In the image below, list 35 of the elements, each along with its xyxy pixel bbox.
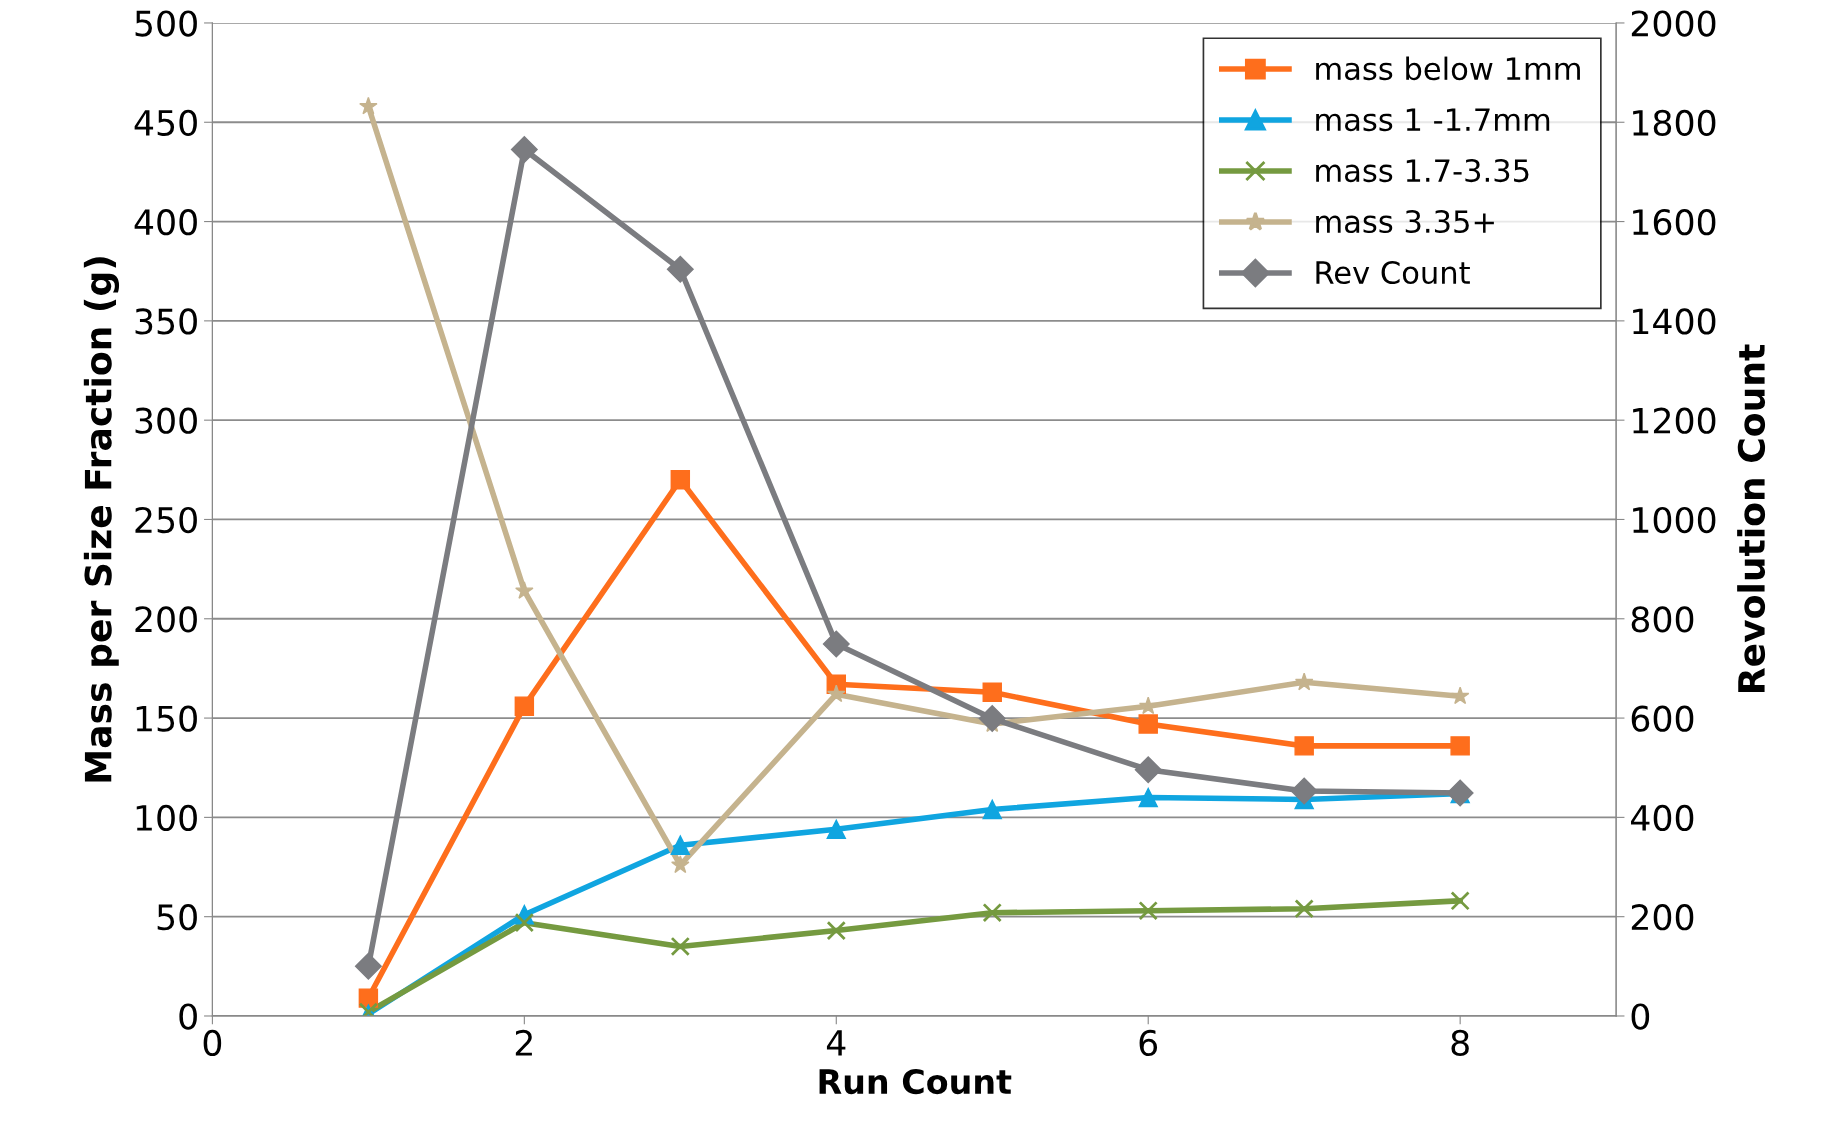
y2-axis-title: Revolution Count bbox=[1737, 344, 1766, 692]
x-tick-label: 6 bbox=[1139, 1029, 1158, 1057]
y2-tick-label: 1000 bbox=[1633, 506, 1716, 534]
y-tick-label: 300 bbox=[135, 407, 197, 434]
x-tick-label: 8 bbox=[1451, 1029, 1469, 1057]
legend-label: mass 3.35+ bbox=[1316, 209, 1494, 234]
y2-tick-label: 400 bbox=[1631, 804, 1694, 832]
y2-tick-label: 600 bbox=[1631, 705, 1694, 732]
y-tick-label: 200 bbox=[135, 606, 197, 633]
y2-tick-label: 2000 bbox=[1631, 10, 1716, 37]
y-tick-label: 450 bbox=[134, 109, 197, 136]
legend-label: Rev Count bbox=[1316, 260, 1470, 285]
y2-tick-label: 800 bbox=[1631, 606, 1694, 633]
y2-tick-label: 1200 bbox=[1633, 407, 1716, 434]
y-tick-label: 100 bbox=[136, 804, 197, 832]
x-axis-title: Run Count bbox=[819, 1068, 1012, 1095]
y-tick-label: 250 bbox=[135, 506, 197, 534]
y2-tick-label: 0 bbox=[1631, 1003, 1650, 1030]
y-tick-label: 350 bbox=[135, 308, 197, 335]
legend-label: mass 1 -1.7mm bbox=[1316, 108, 1550, 132]
y-axis-title: Mass per Size Fraction (g) bbox=[83, 257, 120, 782]
y2-tick-label: 200 bbox=[1631, 904, 1694, 931]
x-tick-label: 0 bbox=[203, 1029, 222, 1057]
y-tick-label: 50 bbox=[157, 904, 197, 931]
y2-tick-label: 1600 bbox=[1633, 208, 1716, 236]
y-tick-label: 150 bbox=[136, 705, 197, 732]
legend-label: mass 1.7-3.35 bbox=[1316, 159, 1529, 183]
legend-label: mass below 1mm bbox=[1316, 56, 1580, 81]
y2-tick-label: 1800 bbox=[1633, 109, 1716, 136]
x-tick-label: 2 bbox=[515, 1029, 532, 1056]
y2-tick-label: 1400 bbox=[1633, 308, 1716, 335]
x-tick-label: 4 bbox=[826, 1030, 846, 1056]
y-tick-label: 0 bbox=[179, 1003, 197, 1030]
y-tick-label: 400 bbox=[134, 208, 197, 236]
y-tick-label: 500 bbox=[135, 10, 197, 37]
